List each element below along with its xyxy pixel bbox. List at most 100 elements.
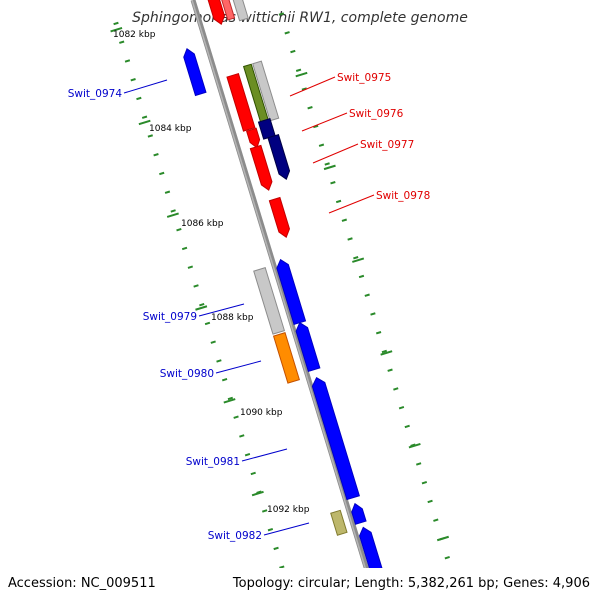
minor-tick-right: [278, 12, 285, 16]
minor-tick-right: [415, 462, 422, 466]
minor-tick-left: [136, 96, 142, 101]
tick-marks: [110, 12, 456, 590]
minor-tick-right: [347, 237, 353, 241]
minor-tick-right: [324, 162, 330, 166]
gene-label-swit-0982: Swit_0982: [208, 530, 262, 542]
leader-line: [241, 448, 288, 462]
minor-tick-left: [170, 209, 176, 213]
minor-tick-left: [210, 340, 216, 344]
map-title: Sphingomonas wittichii RW1, complete gen…: [132, 10, 468, 26]
minor-tick-left: [267, 527, 274, 532]
minor-tick-left: [250, 471, 256, 476]
minor-tick-left: [164, 190, 171, 194]
kbp-label: 1088 kbp: [211, 313, 254, 323]
gene-gray-top: [232, 0, 249, 22]
minor-tick-right: [358, 274, 365, 279]
minor-tick-right: [427, 499, 433, 504]
minor-tick-right: [433, 518, 439, 522]
leader-line: [312, 143, 359, 164]
leader-line: [263, 522, 310, 536]
major-tick-left: [166, 212, 179, 218]
leader-line: [328, 194, 375, 214]
gene-red-swit0977: [249, 144, 273, 191]
kbp-label: 1086 kbp: [181, 219, 224, 229]
gene-blue-swit0981: [311, 376, 360, 501]
genome-summary-text: Topology: circular; Length: 5,382,261 bp…: [232, 576, 590, 591]
major-tick-right: [408, 443, 421, 449]
gene-red-top: [207, 0, 226, 25]
minor-tick-right: [335, 199, 342, 204]
gene-orange-swit0980: [272, 332, 301, 384]
minor-tick-right: [387, 368, 393, 372]
minor-tick-left: [221, 377, 228, 382]
kbp-label: 1090 kbp: [240, 408, 283, 418]
minor-tick-left: [216, 359, 222, 363]
major-tick-left: [223, 398, 236, 404]
gene-label-swit-0979: Swit_0979: [143, 311, 197, 323]
minor-tick-right: [318, 143, 325, 147]
gene-label-swit-0981: Swit_0981: [186, 456, 240, 468]
gene-label-swit-0976: Swit_0976: [349, 108, 404, 120]
leader-line: [289, 76, 336, 97]
minor-tick-right: [375, 331, 382, 335]
kbp-label: 1092 kbp: [267, 505, 310, 515]
minor-tick-right: [353, 256, 359, 260]
accession-text: Accession: NC_009511: [8, 576, 156, 591]
minor-tick-left: [233, 415, 239, 419]
leader-line: [123, 79, 168, 94]
minor-tick-right: [301, 87, 307, 91]
minor-tick-left: [187, 265, 194, 269]
backbone: [190, 0, 379, 600]
minor-tick-right: [421, 481, 428, 485]
major-tick-right: [380, 350, 393, 356]
major-tick-left: [110, 26, 123, 33]
gene-gray-swit0979: [253, 267, 286, 335]
kbp-labels: 1082 kbp 1084 kbp 1086 kbp 1088 kbp 1090 kbp…: [113, 30, 310, 515]
gene-label-swit-0975: Swit_0975: [337, 72, 391, 84]
minor-tick-right: [370, 312, 376, 316]
minor-tick-left: [244, 452, 251, 457]
minor-tick-left: [119, 40, 125, 44]
backbone-line: [190, 0, 379, 600]
minor-tick-left: [124, 59, 131, 63]
minor-tick-left: [159, 171, 165, 176]
gene-red-swit0975: [226, 72, 256, 132]
minor-tick-left: [199, 303, 205, 307]
minor-tick-right: [295, 68, 302, 72]
minor-tick-left: [204, 321, 211, 326]
minor-tick-left: [147, 134, 153, 138]
gene-red-swit0978: [268, 196, 290, 238]
gene-pink-top: [221, 0, 236, 21]
leader-line: [198, 303, 245, 317]
minor-tick-right: [393, 387, 399, 391]
minor-tick-right: [364, 293, 370, 297]
major-tick-left: [138, 119, 151, 126]
footer-background: [0, 568, 600, 600]
gene-label-swit-0978: Swit_0978: [376, 190, 430, 202]
minor-tick-left: [193, 284, 199, 288]
minor-tick-right: [398, 406, 405, 410]
kbp-label: 1084 kbp: [149, 124, 192, 134]
gene-blue-swit0980: [295, 321, 321, 373]
major-tick-right: [323, 164, 336, 171]
kbp-label: 1082 kbp: [113, 30, 156, 40]
major-tick-left: [195, 305, 208, 311]
minor-tick-left: [181, 246, 188, 251]
minor-tick-right: [330, 181, 336, 185]
minor-tick-right: [341, 218, 348, 222]
gene-labels: Swit_0974 Swit_0975 Swit_0976 Swit_0977 Swit…: [68, 72, 431, 542]
minor-tick-left: [141, 115, 148, 119]
minor-tick-left: [227, 396, 234, 401]
minor-tick-right: [313, 124, 319, 129]
minor-tick-left: [239, 434, 245, 438]
minor-tick-left: [279, 565, 285, 569]
minor-tick-right: [404, 424, 410, 429]
gene-gray-swit0976: [252, 60, 280, 122]
leader-line: [301, 112, 348, 132]
minor-tick-right: [284, 31, 290, 35]
leader-line: [215, 360, 262, 374]
minor-tick-right: [444, 555, 450, 560]
minor-tick-left: [113, 21, 119, 26]
gene-blue-swit0974: [183, 48, 207, 97]
